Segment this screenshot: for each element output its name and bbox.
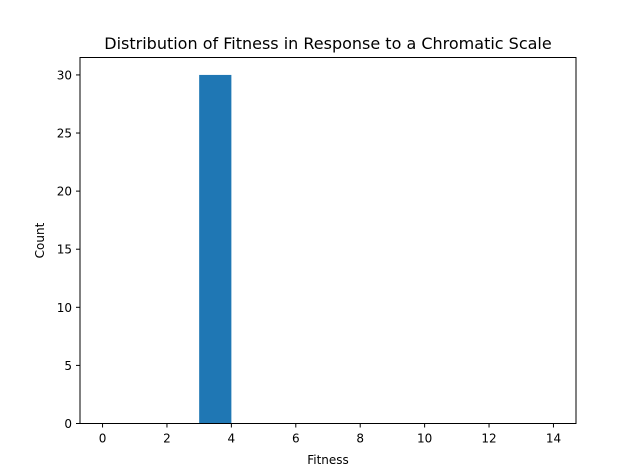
y-tick-label: 10	[57, 301, 72, 315]
plot-frame	[79, 57, 577, 424]
x-tick-label: 12	[481, 432, 496, 446]
x-tick-label: 6	[292, 432, 300, 446]
y-tick-label: 25	[57, 127, 72, 141]
y-tick-label: 15	[57, 243, 72, 257]
y-tick-label: 5	[64, 359, 72, 373]
x-tick-label: 2	[163, 432, 171, 446]
x-axis-label: Fitness	[307, 453, 349, 467]
x-tick-label: 10	[417, 432, 432, 446]
y-tick-label: 0	[64, 417, 72, 431]
x-tick-label: 14	[546, 432, 561, 446]
bars-layer	[199, 74, 232, 424]
x-tick-label: 0	[99, 432, 107, 446]
y-axis-ticks: 0 5 10 15 20 25 30	[57, 68, 80, 431]
y-axis-label: Count	[33, 222, 47, 258]
x-tick-label: 4	[228, 432, 236, 446]
histogram-bar-0	[199, 74, 232, 424]
chart-title: Distribution of Fitness in Response to a…	[104, 34, 551, 53]
x-tick-label: 8	[356, 432, 364, 446]
x-axis-ticks: 0 2 4 6 8 10 12 14	[99, 423, 561, 446]
y-tick-label: 20	[57, 185, 72, 199]
y-tick-label: 30	[57, 68, 72, 82]
